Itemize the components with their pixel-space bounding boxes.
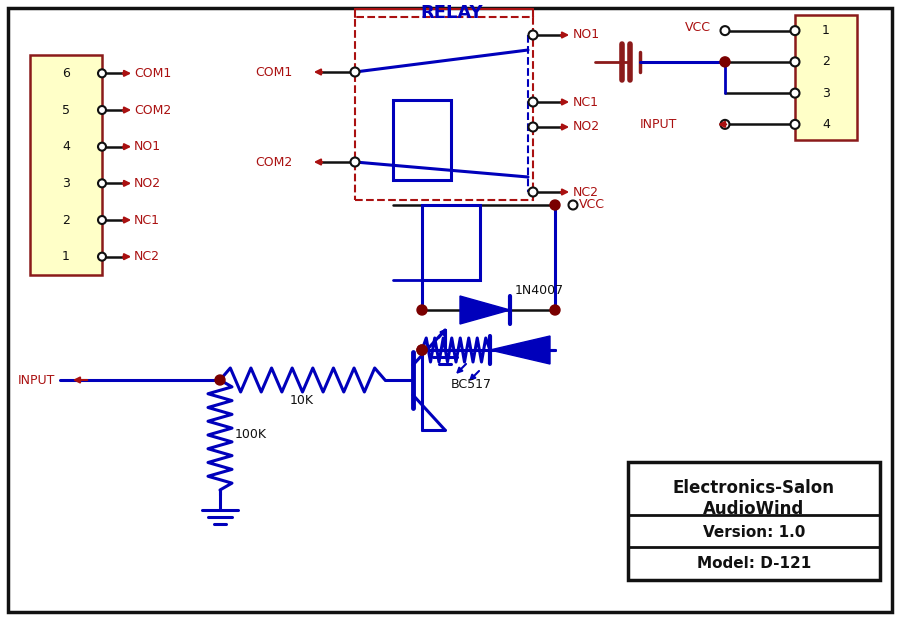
Circle shape [528, 187, 537, 197]
Circle shape [350, 157, 359, 167]
Text: 6: 6 [62, 67, 70, 80]
Polygon shape [460, 296, 510, 324]
Text: NC2: NC2 [573, 185, 599, 198]
Circle shape [721, 26, 730, 35]
Circle shape [98, 69, 106, 78]
Circle shape [528, 123, 537, 131]
Text: RELAY: RELAY [420, 4, 483, 22]
Bar [30, 55, 102, 275]
Text: 1: 1 [62, 250, 70, 263]
Circle shape [98, 253, 106, 260]
Text: NO2: NO2 [573, 120, 600, 133]
Circle shape [528, 30, 537, 40]
Text: Model: D-121: Model: D-121 [697, 556, 811, 571]
Text: 4: 4 [62, 140, 70, 153]
Circle shape [721, 120, 730, 129]
Text: COM2: COM2 [255, 156, 292, 169]
Text: NC1: NC1 [134, 213, 160, 226]
Bar [355, 17, 533, 200]
Circle shape [550, 305, 560, 315]
Circle shape [98, 106, 106, 114]
Text: 3: 3 [822, 87, 830, 100]
Text: 2: 2 [822, 55, 830, 68]
Bar [628, 462, 880, 580]
Text: 1N4007: 1N4007 [515, 283, 564, 296]
Text: NC1: NC1 [573, 95, 599, 108]
Text: 4: 4 [822, 118, 830, 131]
Circle shape [790, 26, 799, 35]
Text: AudioWind: AudioWind [704, 500, 805, 518]
Circle shape [98, 179, 106, 187]
Text: 1: 1 [822, 24, 830, 37]
Circle shape [215, 375, 225, 385]
Circle shape [417, 345, 427, 355]
Text: INPUT: INPUT [640, 118, 678, 131]
Text: 10K: 10K [290, 394, 314, 407]
Bar [422, 205, 480, 280]
Circle shape [98, 143, 106, 151]
Text: COM2: COM2 [134, 104, 171, 117]
Text: COM1: COM1 [255, 66, 292, 79]
Text: NO1: NO1 [134, 140, 161, 153]
Text: NO1: NO1 [573, 29, 600, 42]
Circle shape [417, 345, 427, 355]
Text: NO2: NO2 [134, 177, 161, 190]
Text: COM1: COM1 [134, 67, 171, 80]
Circle shape [720, 57, 730, 67]
Text: INPUT: INPUT [18, 373, 56, 386]
Bar [795, 15, 857, 140]
Circle shape [569, 200, 578, 210]
Circle shape [98, 216, 106, 224]
Text: 5: 5 [62, 104, 70, 117]
Circle shape [350, 68, 359, 76]
Text: 100K: 100K [235, 428, 267, 441]
Bar [393, 100, 451, 180]
Text: 2: 2 [62, 213, 70, 226]
Text: Version: 1.0: Version: 1.0 [703, 525, 806, 540]
Circle shape [790, 58, 799, 66]
Circle shape [550, 200, 560, 210]
Polygon shape [490, 336, 550, 364]
Text: BC517: BC517 [451, 378, 492, 391]
Text: VCC: VCC [685, 21, 711, 34]
Circle shape [528, 97, 537, 107]
Circle shape [790, 89, 799, 97]
Text: Electronics-Salon: Electronics-Salon [673, 479, 835, 497]
Circle shape [417, 305, 427, 315]
Text: NC2: NC2 [134, 250, 160, 263]
Text: 3: 3 [62, 177, 70, 190]
Circle shape [790, 120, 799, 129]
Text: VCC: VCC [579, 198, 605, 211]
